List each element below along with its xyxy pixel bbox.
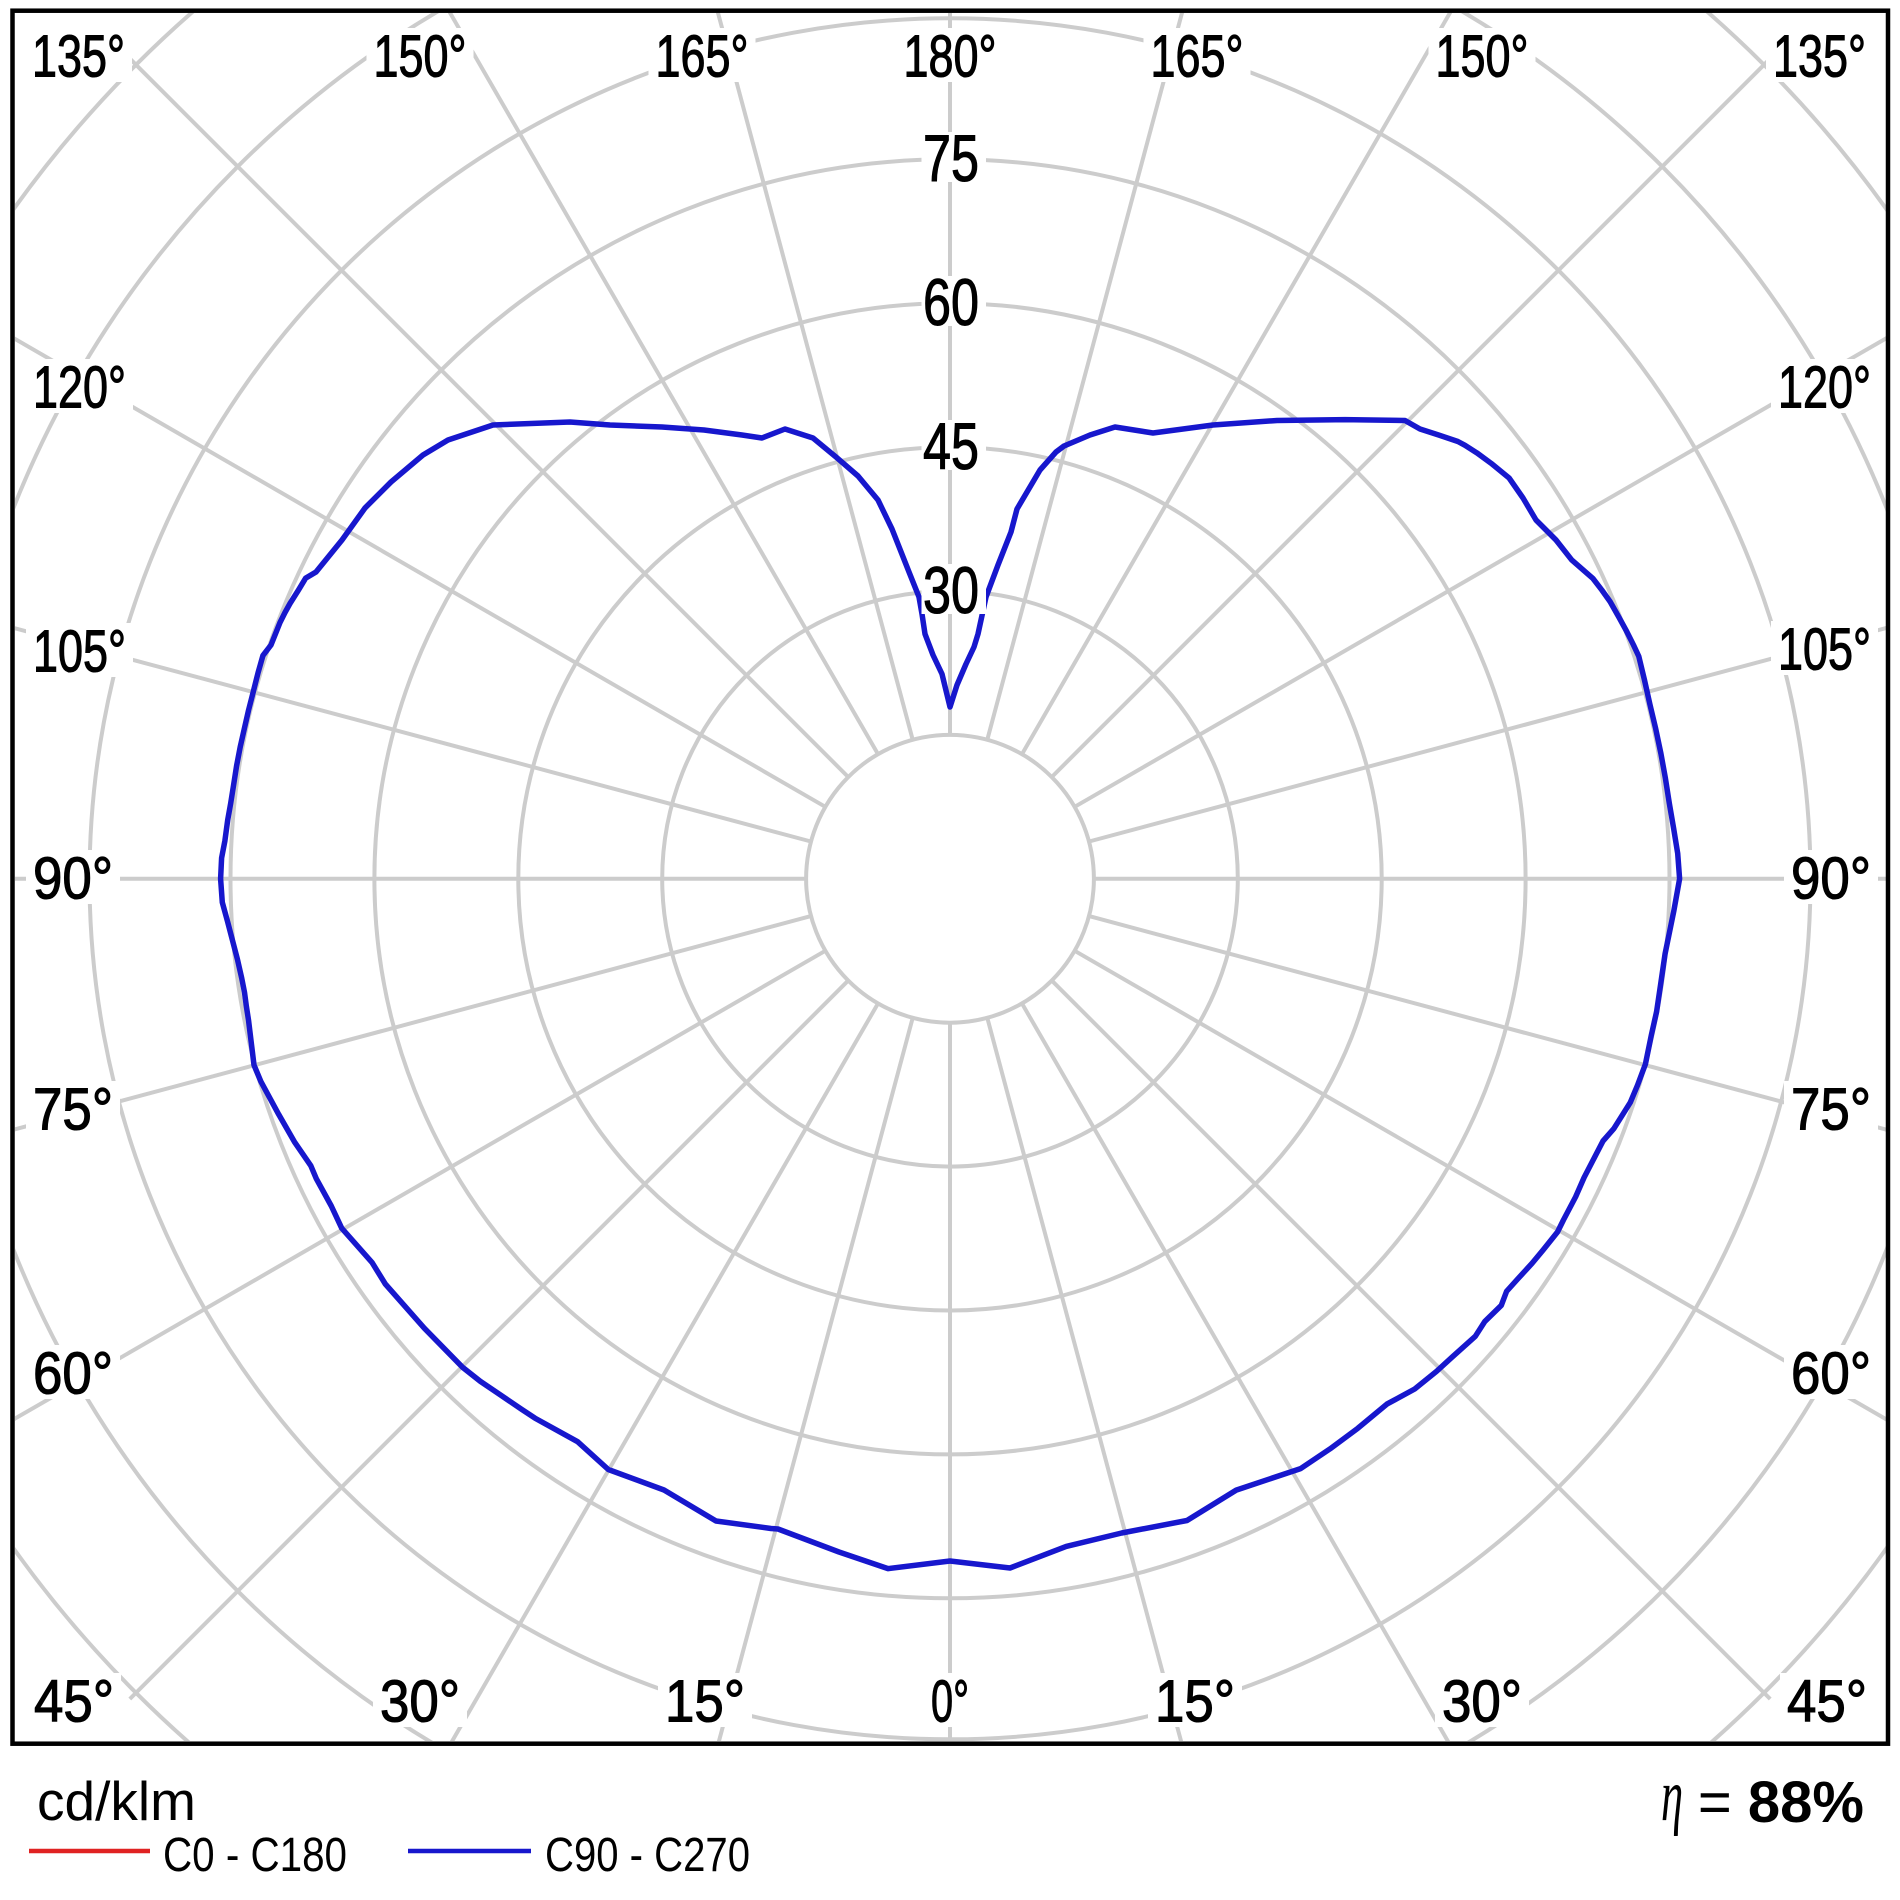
svg-text:75°: 75° — [1791, 1077, 1871, 1143]
svg-text:cd/klm: cd/klm — [37, 1770, 196, 1832]
svg-text:75°: 75° — [33, 1077, 113, 1143]
svg-text:45°: 45° — [34, 1669, 114, 1735]
svg-text:105°: 105° — [33, 619, 126, 685]
svg-text:120°: 120° — [33, 355, 126, 421]
svg-text:150°: 150° — [374, 24, 467, 90]
svg-text:C90 - C270: C90 - C270 — [545, 1829, 750, 1882]
svg-text:η: η — [1661, 1755, 1683, 1837]
svg-text:105°: 105° — [1778, 617, 1871, 683]
svg-text:30: 30 — [923, 553, 979, 627]
svg-text:C0 - C180: C0 - C180 — [163, 1829, 347, 1882]
svg-text:15°: 15° — [1155, 1669, 1235, 1735]
svg-text:60°: 60° — [33, 1341, 113, 1407]
svg-text:135°: 135° — [1773, 24, 1866, 90]
svg-text:45°: 45° — [1787, 1669, 1867, 1735]
svg-text:30°: 30° — [1442, 1669, 1522, 1735]
svg-text:60°: 60° — [1791, 1341, 1871, 1407]
svg-text:180°: 180° — [904, 24, 997, 90]
svg-text:75: 75 — [923, 121, 979, 195]
svg-text:90°: 90° — [1791, 846, 1871, 912]
svg-text:60: 60 — [923, 265, 979, 339]
svg-text:150°: 150° — [1436, 24, 1529, 90]
svg-text:45: 45 — [923, 409, 979, 483]
svg-text:= 88%: = 88% — [1698, 1770, 1864, 1835]
svg-text:165°: 165° — [1151, 24, 1244, 90]
svg-text:120°: 120° — [1778, 355, 1871, 421]
svg-text:165°: 165° — [656, 24, 749, 90]
svg-text:90°: 90° — [33, 846, 113, 912]
svg-text:30°: 30° — [380, 1669, 460, 1735]
svg-text:135°: 135° — [32, 24, 125, 90]
svg-text:0°: 0° — [931, 1669, 969, 1735]
svg-text:15°: 15° — [665, 1669, 745, 1735]
